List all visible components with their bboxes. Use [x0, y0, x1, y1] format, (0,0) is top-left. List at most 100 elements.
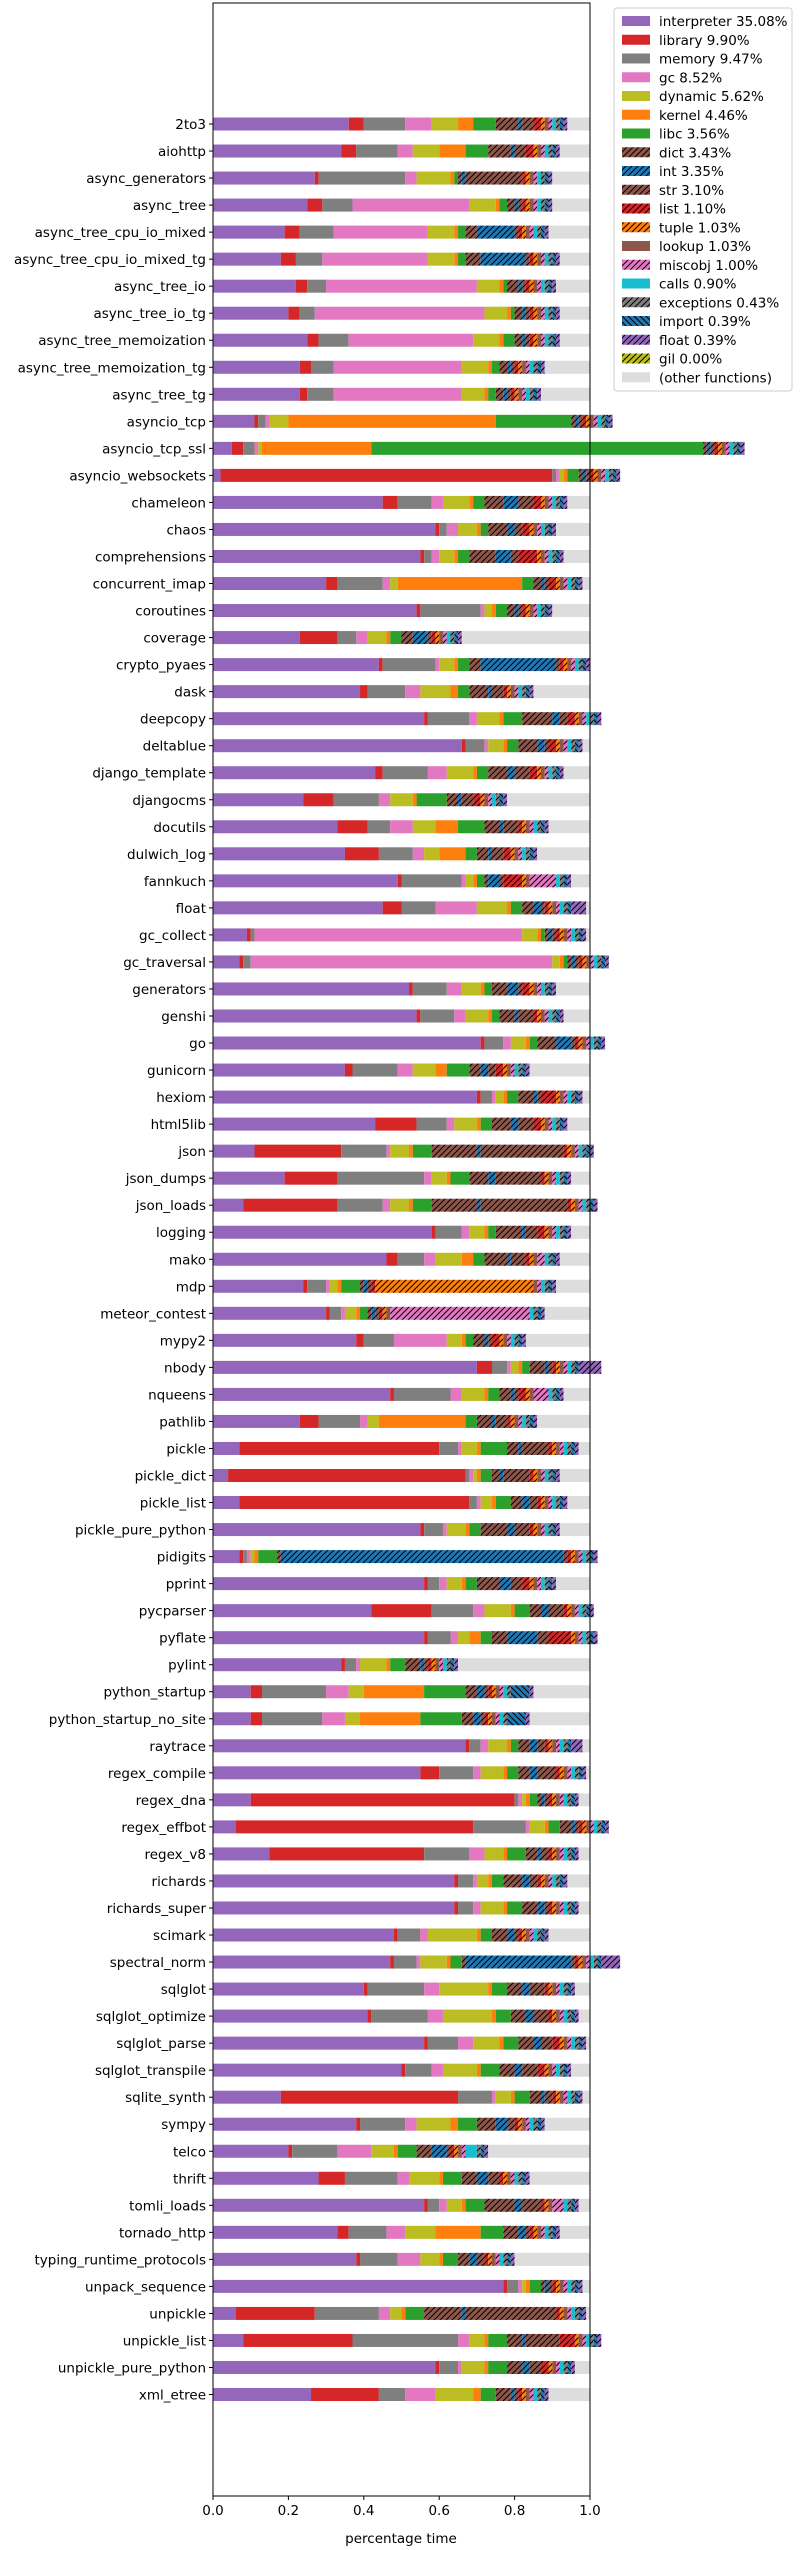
bar-segment-sqlglot-transpile-miscobj: [552, 2063, 557, 2077]
bar-segment-dask-int: [488, 685, 492, 699]
bar-segment-genshi-list: [533, 1009, 538, 1023]
bar-segment-telco-other: [488, 2144, 590, 2158]
bar-segment-async-tree-cpu-io-mixed-other: [548, 225, 590, 239]
bar-segment-pyflate-tuple: [571, 1631, 575, 1645]
bar-segment-html5lib-libc: [480, 1117, 492, 1131]
bar-segment-regex-compile-list: [556, 1766, 560, 1780]
bar-segment-float-libc: [510, 901, 523, 915]
bar-segment-pyflate-lookup: [574, 1631, 579, 1645]
bar-segment-unpickle-pure-python-libc: [488, 2360, 508, 2374]
bar-segment-regex-dna-tuple: [552, 1793, 557, 1807]
bar-segment-generators-calls: [540, 982, 545, 996]
bar-segment-spectral-norm-memory: [393, 1955, 417, 1969]
bar-segment-sqlglot-parse-import: [578, 2036, 583, 2050]
y-tick-label: sqlglot: [161, 1982, 206, 1998]
bar-segment-unpack-sequence-list: [552, 2279, 557, 2293]
bar-segment-coroutines-memory: [420, 604, 481, 618]
bar-segment-pyflate-str: [537, 1631, 549, 1645]
bar-segment-sqlglot-optimize-dict: [510, 2009, 526, 2023]
bar-segment-asyncio-tcp-library: [254, 414, 259, 428]
bar-segment-async-tree-io-tg-dict: [514, 306, 523, 320]
bar-segment-regex-effbot-str: [574, 1820, 579, 1834]
bar-segment-scimark-list: [518, 1928, 523, 1942]
bar-segment-generators-kernel: [480, 982, 485, 996]
bar-segment-pycparser-exceptions: [582, 1604, 587, 1618]
bar-segment-mypy2-import: [518, 1333, 523, 1347]
bar-segment-unpickle-pure-python-gc: [458, 2360, 462, 2374]
bar-segment-sqlglot-list: [544, 1982, 549, 1996]
bar-segment-richards-super-calls: [563, 1901, 568, 1915]
bar-segment-dulwich-log-kernel: [439, 847, 466, 861]
bar-segment-float-exceptions: [563, 901, 568, 915]
bar-segment-unpickle-list-list: [559, 2333, 575, 2347]
bar-segment-mako-tuple: [529, 1252, 534, 1266]
bar-segment-chaos-libc: [480, 522, 489, 536]
legend-swatch: [622, 203, 650, 214]
bar-segment-raytrace-tuple: [548, 1739, 553, 1753]
bar-segment-unpack-sequence-exceptions: [571, 2279, 575, 2293]
bar-segment-pyflate-libc: [480, 1631, 492, 1645]
y-tick-label: pycparser: [139, 1604, 207, 1620]
bar-segment-thrift-memory: [344, 2171, 398, 2185]
bar-segment-coroutines-import: [544, 604, 549, 618]
bar-segment-2to3-exceptions: [556, 117, 560, 131]
bar-segment-tomli-loads-interpreter: [213, 2198, 425, 2212]
bar-segment-genshi-int: [514, 1009, 519, 1023]
bar-segment-typing-runtime-protocols-calls: [499, 2252, 504, 2266]
bar-segment-gc-traversal-dynamic: [552, 955, 560, 969]
bar-segment-pprint-list: [522, 1577, 530, 1591]
bar-segment-asyncio-tcp-dict: [571, 414, 575, 428]
bar-segment-djangocms-libc: [416, 793, 447, 807]
bar-segment-async-generators-str: [465, 171, 523, 185]
bar-segment-deepcopy-library: [424, 712, 428, 726]
bar-segment-unpickle-list-dynamic: [469, 2333, 485, 2347]
bar-segment-float-float: [571, 901, 587, 915]
bar-segment-async-tree-io-tg-kernel: [507, 306, 511, 320]
bar-segment-async-tree-memoization-tg-str: [510, 360, 515, 374]
bar-segment-asyncio-tcp-ssl-float: [740, 441, 745, 455]
bar-segment-hexiom-dict: [518, 1090, 534, 1104]
bar-segment-async-tree-io-tg-float: [556, 306, 560, 320]
legend-label: libc 3.56%: [659, 127, 730, 143]
bar-segment-asyncio-tcp-ssl-kernel: [262, 441, 372, 455]
bar-segment-aiohttp-calls: [544, 144, 549, 158]
bar-segment-xml-etree-miscobj: [529, 2388, 534, 2402]
bar-segment-go-kernel: [525, 1036, 530, 1050]
bar-segment-float-interpreter: [213, 901, 383, 915]
bar-segment-spectral-norm-int: [465, 1955, 572, 1969]
bar-segment-pprint-dynamic: [446, 1577, 462, 1591]
bar-segment-regex-effbot-gc: [525, 1820, 530, 1834]
bar-segment-json-dumps-list: [540, 1171, 545, 1185]
bar-segment-async-tree-tg-lookup: [518, 387, 523, 401]
bar-segment-regex-dna-float: [574, 1793, 579, 1807]
bar-segment-unpickle-pure-python-miscobj: [556, 2360, 560, 2374]
bar-segment-meteor-contest-miscobj: [390, 1306, 530, 1320]
bar-segment-async-tree-libc: [499, 198, 508, 212]
bar-segment-asyncio-tcp-ssl-gc: [254, 441, 259, 455]
bar-segment-2to3-float: [563, 117, 568, 131]
bar-segment-json-loads-lookup: [574, 1198, 579, 1212]
bar-segment-gc-collect-import: [578, 928, 583, 942]
bar-segment-xml-etree-str: [514, 2388, 519, 2402]
bar-segment-asyncio-websockets-dict: [578, 468, 583, 482]
bar-segment-docutils-dict: [484, 820, 500, 834]
bar-segment-async-tree-cpu-io-mixed-tg-miscobj: [540, 252, 545, 266]
bar-segment-coroutines-float: [548, 604, 553, 618]
bar-segment-typing-runtime-protocols-exceptions: [503, 2252, 508, 2266]
bar-segment-asyncio-tcp-ssl-import: [737, 441, 741, 455]
legend-swatch: [622, 278, 650, 289]
bar-segment-thrift-gc: [397, 2171, 410, 2185]
bar-segment-dask-libc: [458, 685, 470, 699]
y-tick-label: go: [189, 1036, 206, 1052]
bar-segment-generators-miscobj: [537, 982, 541, 996]
bar-segment-richards-memory: [458, 1874, 474, 1888]
bar-segment-unpickle-list-calls: [586, 2333, 590, 2347]
bar-segment-xml-etree-import: [540, 2388, 545, 2402]
bar-segment-regex-dna-kernel: [525, 1793, 530, 1807]
bar-segment-html5lib-import: [559, 1117, 564, 1131]
bar-segment-mako-calls: [544, 1252, 549, 1266]
bar-segment-sympy-float: [540, 2117, 545, 2131]
bar-segment-crypto-pyaes-list: [559, 658, 564, 672]
bar-segment-html5lib-dynamic: [454, 1117, 477, 1131]
bar-segment-pyflate-calls: [582, 1631, 587, 1645]
